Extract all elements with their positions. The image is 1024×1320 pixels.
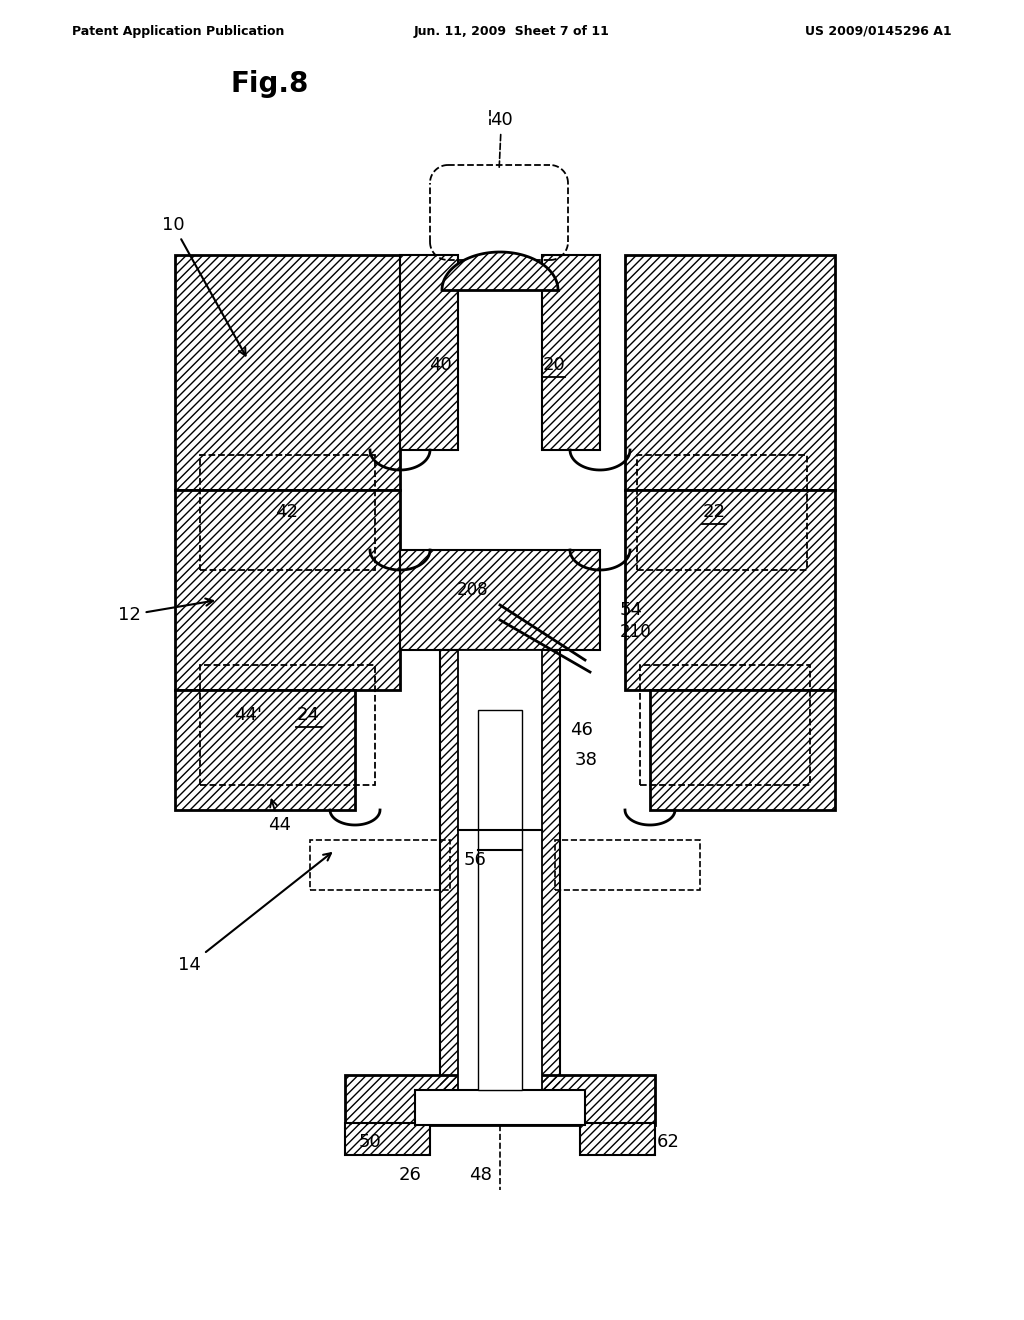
Bar — [580, 1123, 655, 1155]
Bar — [400, 255, 458, 450]
Bar — [400, 550, 600, 649]
Bar — [637, 455, 807, 570]
Bar — [555, 840, 700, 890]
Text: 24: 24 — [297, 706, 319, 723]
Bar — [580, 1123, 655, 1155]
Text: Jun. 11, 2009  Sheet 7 of 11: Jun. 11, 2009 Sheet 7 of 11 — [414, 25, 610, 38]
Bar — [415, 1090, 585, 1125]
Text: 46: 46 — [570, 721, 593, 739]
Text: 54: 54 — [620, 601, 643, 619]
Bar — [175, 690, 355, 810]
Text: 208: 208 — [457, 581, 488, 599]
Bar — [640, 665, 810, 785]
Bar — [175, 255, 400, 490]
Bar — [440, 649, 560, 1090]
Bar — [345, 1074, 655, 1125]
Text: Patent Application Publication: Patent Application Publication — [72, 25, 285, 38]
Bar — [542, 255, 600, 450]
Bar — [478, 710, 522, 1090]
Bar — [400, 550, 600, 649]
Bar — [650, 690, 835, 810]
Text: 10: 10 — [162, 216, 246, 355]
Bar — [625, 255, 835, 490]
Text: 210: 210 — [620, 623, 651, 642]
Bar — [175, 255, 400, 490]
Bar — [345, 1123, 430, 1155]
Text: Fig.8: Fig.8 — [230, 70, 309, 98]
Text: 56: 56 — [464, 851, 486, 869]
Text: 42: 42 — [275, 503, 299, 521]
Text: 44': 44' — [234, 706, 262, 723]
Text: 12: 12 — [118, 598, 213, 624]
Text: 50: 50 — [358, 1133, 381, 1151]
Bar — [175, 690, 355, 810]
Text: US 2009/0145296 A1: US 2009/0145296 A1 — [805, 25, 952, 38]
Bar — [458, 649, 542, 1090]
Bar — [625, 490, 835, 690]
Polygon shape — [442, 252, 558, 290]
Text: 40: 40 — [429, 356, 452, 374]
Bar — [200, 665, 375, 785]
Bar — [200, 455, 375, 570]
Bar — [345, 1074, 655, 1125]
Bar — [175, 490, 400, 690]
Text: 14: 14 — [178, 853, 331, 974]
Text: 22: 22 — [702, 503, 725, 521]
Bar — [440, 649, 560, 1090]
Text: 20: 20 — [543, 356, 565, 374]
Bar — [650, 690, 835, 810]
Bar — [345, 1123, 430, 1155]
Text: 44: 44 — [268, 800, 291, 834]
Bar — [175, 490, 400, 690]
Bar — [625, 255, 835, 490]
Text: 38: 38 — [575, 751, 598, 770]
Text: 62: 62 — [656, 1133, 680, 1151]
Text: 40: 40 — [490, 111, 513, 169]
Bar — [542, 255, 600, 450]
Bar — [400, 255, 458, 450]
Text: 48: 48 — [469, 1166, 492, 1184]
Bar — [310, 840, 450, 890]
Bar — [625, 490, 835, 690]
Text: 26: 26 — [398, 1166, 422, 1184]
